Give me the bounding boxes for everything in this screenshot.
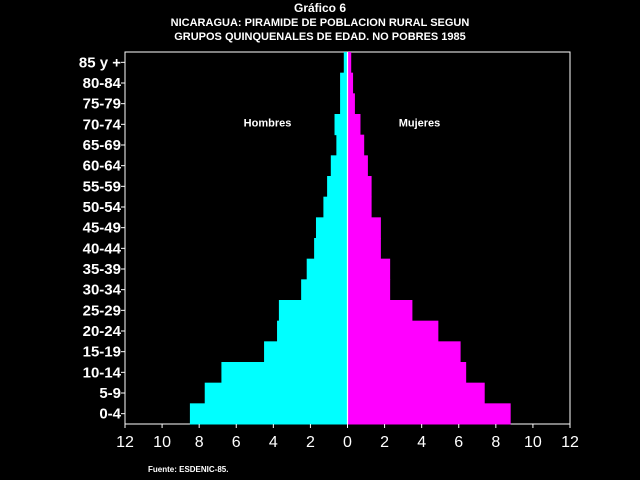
x-tick-label-10: 8: [491, 434, 500, 451]
y-tick-label-16: 5-9: [99, 385, 121, 402]
x-tick-label-8: 4: [417, 434, 426, 451]
bar-mujeres-4: [347, 134, 365, 156]
y-tick-label-5: 60-64: [83, 158, 122, 175]
bar-hombres-0: [343, 52, 348, 74]
bar-mujeres-11: [347, 279, 391, 301]
series-label-mujeres: Mujeres: [399, 117, 441, 129]
x-tick-label-11: 10: [524, 434, 542, 451]
chart-subtitle-line-2: GRUPOS QUINQUENALES DE EDAD. NO POBRES 1…: [174, 31, 466, 43]
bar-hombres-3: [334, 114, 348, 136]
y-tick-label-12: 25-29: [83, 302, 121, 319]
bar-mujeres-13: [347, 320, 439, 342]
bar-mujeres-15: [347, 362, 467, 384]
x-tick-label-0: 12: [116, 434, 134, 451]
bar-mujeres-6: [347, 176, 372, 198]
bar-mujeres-12: [347, 300, 413, 322]
bar-hombres-5: [330, 155, 348, 177]
x-tick-label-9: 6: [454, 434, 463, 451]
bar-hombres-8: [315, 217, 348, 239]
bar-mujeres-0: [347, 52, 352, 74]
y-tick-label-14: 15-19: [83, 344, 121, 361]
bar-mujeres-16: [347, 382, 485, 404]
y-tick-label-6: 55-59: [83, 178, 121, 195]
series-label-hombres: Hombres: [244, 117, 292, 129]
bar-hombres-7: [323, 196, 348, 218]
bar-hombres-17: [189, 403, 348, 425]
bar-mujeres-5: [347, 155, 368, 177]
chart-subtitle-line-1: NICARAGUA: PIRAMIDE DE POBLACION RURAL S…: [170, 17, 470, 29]
bar-hombres-11: [301, 279, 348, 301]
y-tick-label-1: 80-84: [83, 75, 122, 92]
y-tick-label-0: 85 y +: [79, 54, 121, 71]
x-tick-label-6: 0: [343, 434, 352, 451]
x-tick-label-2: 8: [195, 434, 204, 451]
x-tick-label-1: 10: [153, 434, 171, 451]
bar-mujeres-14: [347, 341, 461, 363]
bar-mujeres-8: [347, 217, 381, 239]
bar-hombres-4: [336, 134, 348, 156]
bar-mujeres-3: [347, 114, 361, 136]
chart-title: Gráfico 6: [293, 1, 347, 15]
y-tick-label-10: 35-39: [83, 261, 121, 278]
y-tick-label-17: 0-4: [99, 406, 121, 423]
y-tick-label-13: 20-24: [83, 323, 122, 340]
y-tick-label-15: 10-14: [83, 364, 122, 381]
bar-mujeres-1: [347, 72, 354, 94]
bar-mujeres-2: [347, 93, 355, 115]
y-tick-label-3: 70-74: [83, 116, 122, 133]
y-tick-label-4: 65-69: [83, 137, 121, 154]
bar-hombres-12: [278, 300, 348, 322]
bar-mujeres-7: [347, 196, 372, 218]
y-tick-label-8: 45-49: [83, 220, 121, 237]
bar-hombres-9: [314, 238, 348, 260]
bar-hombres-10: [306, 258, 348, 280]
x-tick-label-5: 2: [306, 434, 315, 451]
bar-hombres-2: [340, 93, 348, 115]
source-note: Fuente: ESDENIC-85.: [148, 465, 229, 474]
bar-hombres-15: [221, 362, 348, 384]
bar-hombres-16: [204, 382, 348, 404]
y-tick-label-2: 75-79: [83, 96, 121, 113]
y-tick-label-7: 50-54: [83, 199, 122, 216]
bar-hombres-6: [327, 176, 348, 198]
bar-mujeres-10: [347, 258, 391, 280]
bar-hombres-14: [264, 341, 348, 363]
bar-mujeres-9: [347, 238, 381, 260]
y-tick-label-11: 30-34: [83, 282, 122, 299]
bar-mujeres-17: [347, 403, 511, 425]
x-tick-label-7: 2: [380, 434, 389, 451]
y-tick-label-9: 40-44: [83, 240, 122, 257]
x-tick-label-3: 6: [232, 434, 241, 451]
bar-hombres-13: [277, 320, 348, 342]
bar-hombres-1: [340, 72, 348, 94]
x-tick-label-4: 4: [269, 434, 278, 451]
x-tick-label-12: 12: [561, 434, 579, 451]
